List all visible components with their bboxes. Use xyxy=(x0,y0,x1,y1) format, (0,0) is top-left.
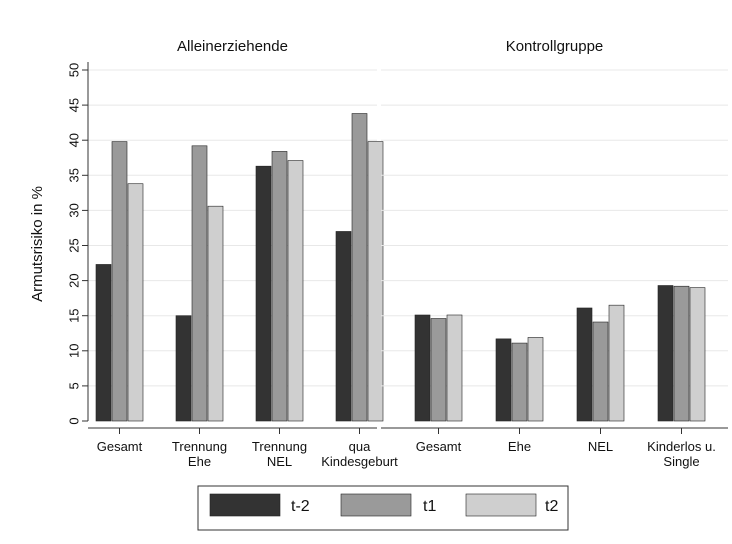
bar-t-2 xyxy=(657,285,674,422)
legend: t-2 t1 t2 xyxy=(197,485,569,531)
bar-t-2 xyxy=(95,264,112,422)
legend-swatch xyxy=(465,493,537,517)
category-group: NEL xyxy=(576,304,625,454)
bar-t1 xyxy=(271,151,288,422)
bar-t1 xyxy=(111,141,128,422)
category-label: Trennung Ehe xyxy=(172,439,227,469)
y-tick-label: 0 xyxy=(67,417,82,424)
category-label-line: NEL xyxy=(267,454,292,469)
category-label: Gesamt xyxy=(97,439,143,454)
y-tick-label: 10 xyxy=(67,344,82,358)
category-label-line: Trennung xyxy=(252,439,307,454)
legend-label: t2 xyxy=(545,498,558,515)
bar-t1 xyxy=(430,318,447,422)
bar-t2 xyxy=(127,183,144,422)
category-group: Gesamt xyxy=(414,314,463,454)
category-label-line: Kinderlos u. xyxy=(647,439,716,454)
category-group: Kinderlos u. Single xyxy=(647,285,716,469)
bar-t2 xyxy=(207,205,224,422)
category-group: Trennung Ehe xyxy=(172,145,227,469)
bar-t2 xyxy=(287,160,304,422)
category-group: qua Kindesgeburt xyxy=(321,113,398,469)
category-label: Ehe xyxy=(508,439,531,454)
panel-title: Kontrollgruppe xyxy=(506,38,604,55)
bar-t-2 xyxy=(414,314,431,422)
category-label-line: qua xyxy=(349,439,371,454)
y-tick-label: 45 xyxy=(67,98,82,112)
category-label-line: Trennung xyxy=(172,439,227,454)
bar-t1 xyxy=(351,113,368,422)
legend-swatch xyxy=(209,493,281,517)
legend-item-t-2: t-2 xyxy=(209,493,310,517)
bar-t2 xyxy=(367,141,384,422)
legend-label: t1 xyxy=(423,498,436,515)
category-label: qua Kindesgeburt xyxy=(321,439,398,469)
bar-t-2 xyxy=(175,315,192,422)
legend-swatch xyxy=(340,493,412,517)
category-label-line: Single xyxy=(663,454,699,469)
bar-t1 xyxy=(511,342,528,422)
legend-label: t-2 xyxy=(291,498,310,515)
category-label-line: NEL xyxy=(588,439,613,454)
bar-t-2 xyxy=(255,165,272,422)
category-label-line: Kindesgeburt xyxy=(321,454,398,469)
category-label-line: Ehe xyxy=(508,439,531,454)
y-tick-label: 35 xyxy=(67,168,82,182)
bar-t2 xyxy=(608,304,625,422)
bar-t2 xyxy=(689,287,706,422)
category-label-line: Gesamt xyxy=(416,439,462,454)
bar-t2 xyxy=(527,337,544,422)
bar-t1 xyxy=(673,285,690,422)
category-label: NEL xyxy=(588,439,613,454)
category-label: Gesamt xyxy=(416,439,462,454)
bar-t1 xyxy=(592,321,609,422)
category-label: Kinderlos u. Single xyxy=(647,439,716,469)
bar-t1 xyxy=(191,145,208,422)
bar-t-2 xyxy=(495,338,512,422)
category-label-line: Ehe xyxy=(188,454,211,469)
y-tick-label: 25 xyxy=(67,238,82,252)
category-group: Gesamt xyxy=(95,141,144,454)
category-label-line: Gesamt xyxy=(97,439,143,454)
bar-t-2 xyxy=(576,307,593,422)
legend-item-t1: t1 xyxy=(340,493,436,517)
y-tick-label: 20 xyxy=(67,273,82,287)
bar-t-2 xyxy=(335,231,352,422)
legend-item-t2: t2 xyxy=(465,493,558,517)
y-axis-label: Armutsrisiko in % xyxy=(29,186,46,302)
y-tick-label: 50 xyxy=(67,63,82,77)
y-tick-label: 30 xyxy=(67,203,82,217)
category-group: Ehe xyxy=(495,337,544,454)
panel-kontrollgruppe: Kontrollgruppe Gesamt Ehe NEL Kinderlos u. Si… xyxy=(381,38,728,469)
y-tick-label: 5 xyxy=(67,382,82,389)
y-tick-label: 15 xyxy=(67,308,82,322)
bar-t2 xyxy=(446,314,463,422)
category-group: Trennung NEL xyxy=(252,151,307,469)
category-label: Trennung NEL xyxy=(252,439,307,469)
y-tick-label: 40 xyxy=(67,133,82,147)
panel-title: Alleinerziehende xyxy=(177,38,288,55)
